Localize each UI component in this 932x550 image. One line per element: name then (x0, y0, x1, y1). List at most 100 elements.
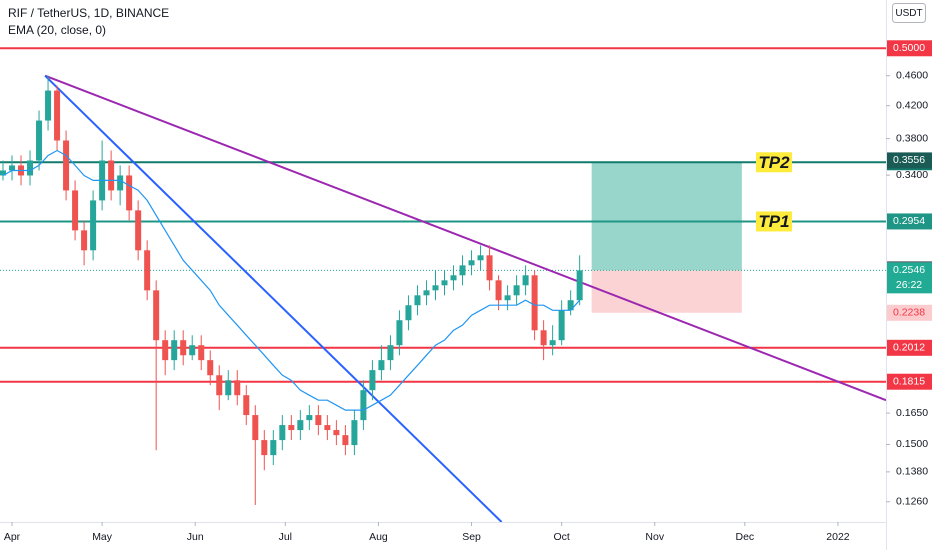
candle-body (549, 340, 556, 346)
y-tick-label: 0.1650 (896, 407, 928, 419)
x-tick-label: Oct (553, 531, 569, 543)
candle-body (477, 255, 484, 261)
y-tick-label: 0.4200 (896, 99, 928, 111)
candle-body (360, 390, 367, 421)
trendline (44, 74, 503, 523)
x-tick-label: May (92, 531, 113, 543)
candle-body (540, 330, 547, 346)
y-tick-label: 0.3800 (896, 132, 928, 144)
x-tick-label: Apr (4, 531, 21, 543)
last-price-bg (887, 262, 932, 294)
countdown: 26:22 (896, 279, 922, 291)
candle-body (495, 280, 502, 301)
candle-body (36, 120, 43, 161)
candle-body (423, 290, 430, 296)
price-axis: 0.4600 0.4200 0.3800 0.3400 0.1650 0.1500 0.13… (886, 40, 932, 508)
candle-body (180, 340, 187, 356)
candle-body (171, 340, 178, 361)
candle-body (450, 275, 457, 281)
candle-body (117, 175, 124, 191)
candle-body (504, 295, 511, 301)
candle-body (261, 440, 268, 456)
annotation: TP1 (758, 212, 789, 231)
candle-body (567, 300, 574, 311)
candle-body (405, 305, 412, 321)
candle-body (432, 285, 439, 291)
candle-body (513, 285, 520, 296)
candle-body (288, 425, 295, 431)
price-label: 0.2012 (893, 342, 925, 354)
candle-body (441, 280, 448, 286)
y-tick-label: 0.4600 (896, 69, 928, 81)
loss-zone (591, 270, 742, 313)
candle-body (135, 210, 142, 251)
x-tick-label: Nov (645, 531, 664, 543)
candle-body (162, 340, 169, 361)
price-label: 0.5000 (893, 42, 925, 54)
candle-body (63, 140, 70, 191)
candle-body (342, 435, 349, 446)
y-tick-label: 0.1500 (896, 438, 928, 450)
x-tick-label: Jun (187, 531, 204, 543)
price-label-bg (887, 213, 932, 230)
candle-body (9, 165, 16, 171)
candle-body (486, 255, 493, 281)
candle-body (90, 200, 97, 251)
candle-body (396, 320, 403, 346)
last-price-label: 0.2546 (893, 264, 925, 276)
candle-body (468, 260, 475, 266)
candle-body (387, 345, 394, 361)
annotation-bg (756, 211, 792, 232)
price-label: 0.1815 (893, 375, 925, 387)
candle-body (153, 290, 160, 341)
x-tick-label: Dec (735, 531, 754, 543)
candle-body (225, 380, 232, 396)
annotation-bg (756, 152, 792, 173)
candle-body (306, 415, 313, 421)
x-tick-label: Aug (369, 531, 388, 543)
candle-body (45, 90, 52, 121)
candle-body (198, 345, 205, 361)
x-tick-label: Sep (462, 531, 481, 543)
price-label: 0.2238 (893, 307, 925, 319)
candle-body (72, 190, 79, 231)
candle-body (297, 420, 304, 431)
price-label-bg (887, 152, 932, 169)
currency-box[interactable] (892, 3, 926, 23)
candle-body (108, 160, 115, 191)
price-label-bg (887, 339, 932, 356)
price-label-bg (887, 373, 932, 390)
annotation: TP2 (758, 153, 790, 172)
candle-body (243, 395, 250, 416)
y-tick-label: 0.1380 (896, 466, 928, 478)
candle-body (531, 275, 538, 331)
candle-body (252, 415, 259, 441)
candle-body (270, 440, 277, 456)
trendline (44, 74, 887, 402)
x-tick-label: 2022 (826, 531, 850, 543)
candle-body (459, 265, 466, 276)
candle-body (279, 425, 286, 441)
y-tick-label: 0.1260 (896, 496, 928, 508)
indicator-legend: EMA (20, close, 0) (8, 23, 106, 37)
price-label-bg (887, 40, 932, 57)
ema-line (2, 149, 581, 411)
candle-body (216, 375, 223, 396)
plot-area: TP2 TP1 (0, 47, 887, 523)
price-label: 0.3556 (893, 154, 925, 166)
candle-body (189, 345, 196, 356)
candle-body (126, 175, 133, 211)
profit-zone (591, 162, 742, 271)
candle-body (576, 270, 583, 301)
candle-body (207, 360, 214, 376)
price-label: 0.2954 (893, 215, 925, 227)
chart-title: RIF / TetherUS, 1D, BINANCE (8, 6, 169, 20)
currency[interactable]: USDT (895, 8, 922, 19)
candle-body (558, 310, 565, 341)
candle-body (234, 380, 241, 396)
candle-body (414, 295, 421, 306)
candle-body (369, 370, 376, 391)
